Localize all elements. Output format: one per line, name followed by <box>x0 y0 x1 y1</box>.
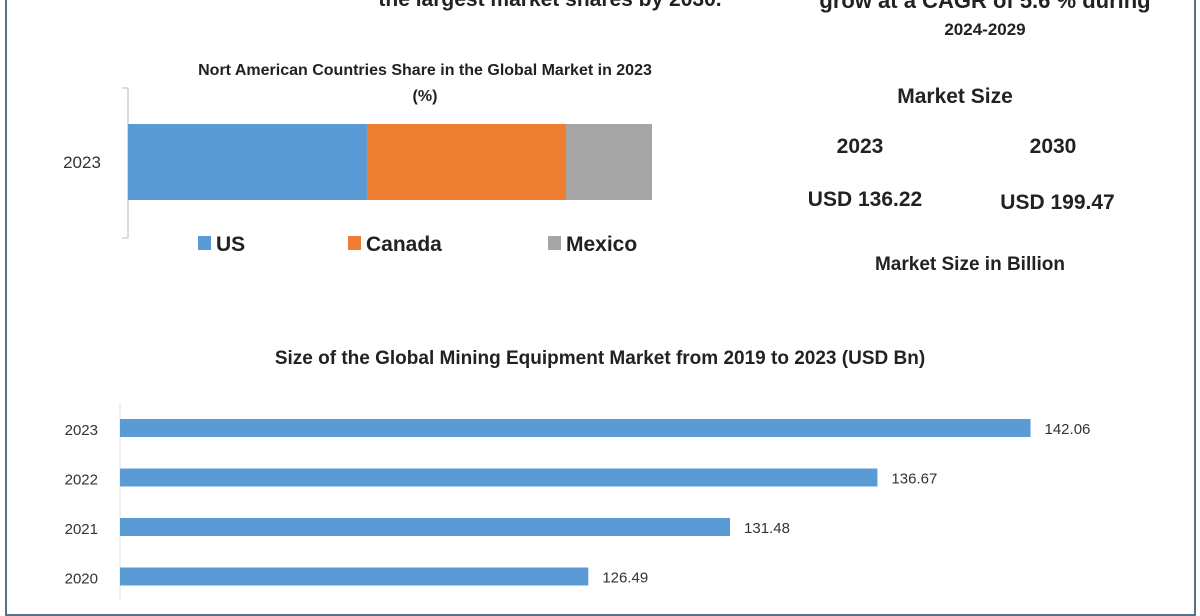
chart2-data-label: 131.48 <box>744 520 790 537</box>
market-size-value-2030: USD 199.47 <box>1000 191 1115 214</box>
chart1-category-label: 2023 <box>63 153 101 172</box>
market-size-title: Market Size <box>897 85 1013 108</box>
legend-label-mexico: Mexico <box>566 233 637 256</box>
legend-swatch-us <box>198 236 211 250</box>
chart1-bar-mexico <box>566 124 652 200</box>
chart2-bar <box>120 518 731 536</box>
header-cagr-period: 2024-2029 <box>944 20 1026 39</box>
chart1-title: Nort American Countries Share in the Glo… <box>198 62 652 79</box>
chart2-bar <box>120 468 878 487</box>
chart2-data-label: 126.49 <box>602 570 648 587</box>
market-size-year-2030: 2030 <box>1029 135 1077 158</box>
chart2-data-label: 136.67 <box>891 471 937 488</box>
legend-swatch-canada <box>348 236 361 250</box>
market-size-year-2023: 2023 <box>836 135 884 158</box>
chart1-axis <box>122 87 129 239</box>
chart2-bar <box>120 419 1031 437</box>
header-cagr-text: grow at a CAGR of 5.6 % during <box>819 0 1151 13</box>
market-size-footnote: Market Size in Billion <box>874 254 1066 275</box>
chart2-data-label: 142.06 <box>1045 421 1091 438</box>
chart2-category-label: 2023 <box>65 422 98 439</box>
chart2-title: Size of the Global Mining Equipment Mark… <box>274 348 926 369</box>
legend-label-us: US <box>216 233 245 256</box>
header-left-text: the largest market shares by 2030. <box>300 0 800 12</box>
charts-svg: 2023 US Canada Mexico 2023 142.06 2022 136.67 20… <box>63 87 1091 600</box>
chart1-bar-canada <box>366 124 567 200</box>
chart2-bar <box>120 567 589 586</box>
chart2-category-label: 2020 <box>65 571 98 588</box>
chart2-category-label: 2021 <box>65 521 98 538</box>
chart1-bar-us <box>128 124 367 200</box>
legend-swatch-mexico <box>548 236 561 250</box>
chart2-category-label: 2022 <box>65 472 98 489</box>
chart1-subtitle: (%) <box>412 88 438 105</box>
market-size-value-2023: USD 136.22 <box>807 188 923 211</box>
legend-label-canada: Canada <box>366 233 442 256</box>
